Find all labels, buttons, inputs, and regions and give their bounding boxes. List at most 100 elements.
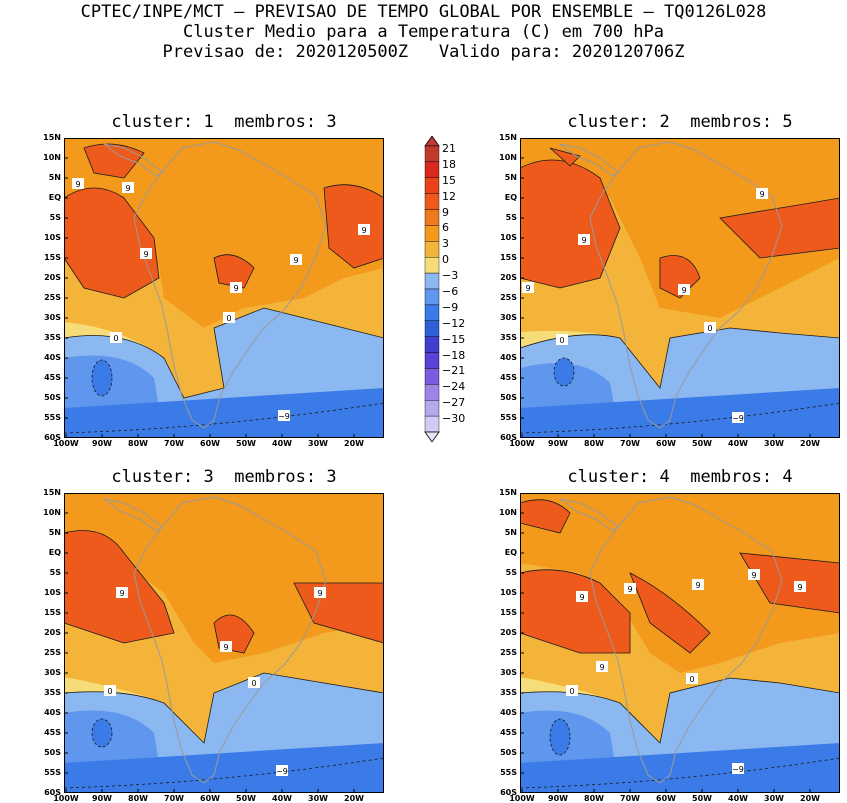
contour-label-bg bbox=[110, 332, 122, 343]
map-panel-3: 9 9 9 0 0 −9 bbox=[64, 493, 384, 793]
contour-label: 9 bbox=[522, 282, 534, 293]
colorbar-swatch bbox=[424, 272, 440, 290]
contour-label: 0 bbox=[248, 677, 260, 688]
contour-label: 9 bbox=[116, 587, 128, 598]
lat-label: 25S bbox=[44, 648, 61, 657]
lat-label: 30S bbox=[500, 313, 517, 322]
lat-label: 35S bbox=[44, 688, 61, 697]
colorbar-tick-label: −24 bbox=[442, 380, 466, 394]
colorbar-swatch bbox=[424, 225, 440, 242]
contour-label: 9 bbox=[748, 569, 760, 580]
lat-label: 15N bbox=[499, 488, 517, 497]
lon-label: 50W bbox=[236, 794, 256, 803]
lat-label: 50S bbox=[44, 748, 61, 757]
contour-label-bg bbox=[72, 178, 84, 189]
coastline-south-america bbox=[133, 496, 327, 784]
contour-label-text: 9 bbox=[599, 663, 604, 672]
lat-label: 50S bbox=[500, 393, 517, 402]
colorbar-swatch bbox=[424, 368, 440, 385]
contour-label-bg bbox=[116, 587, 128, 598]
contour-label: 9 bbox=[358, 224, 370, 235]
map-panel-1: 9 9 9 9 9 9 0 0 −9 bbox=[64, 138, 384, 438]
lat-label: 5S bbox=[49, 568, 61, 577]
field-9to12 bbox=[520, 499, 571, 534]
coastline-central-america bbox=[559, 498, 619, 532]
lat-label: 25S bbox=[44, 293, 61, 302]
lat-label: 20S bbox=[44, 273, 61, 282]
contour-label-text: 9 bbox=[759, 190, 764, 199]
colorbar-tick-label: 18 bbox=[442, 157, 456, 171]
colorbar-tick-label: 21 bbox=[442, 142, 456, 155]
field-neg9to-6 bbox=[64, 743, 384, 793]
coastline-central-america bbox=[103, 498, 163, 532]
contour-label: −9 bbox=[732, 412, 744, 423]
lat-label: 25S bbox=[500, 648, 517, 657]
lat-label: 60S bbox=[500, 433, 517, 442]
contour-label-text: 0 bbox=[569, 687, 574, 696]
contour-label-bg bbox=[794, 581, 806, 592]
lon-label: 70W bbox=[620, 794, 640, 803]
lat-label: 10S bbox=[44, 588, 61, 597]
map-panel-4: 9 9 9 9 9 9 0 0 −9 bbox=[520, 493, 840, 793]
field-neg9to-6 bbox=[520, 743, 840, 793]
lon-label: 50W bbox=[236, 439, 256, 448]
coastline-central-america bbox=[103, 143, 163, 177]
lat-label: EQ bbox=[504, 548, 517, 557]
colorbar-tick-label: −3 bbox=[442, 269, 459, 283]
contour-label-bg bbox=[596, 661, 608, 672]
field-9to12 bbox=[520, 159, 621, 289]
chart-title-line3: Previsao de: 2020120500Z Valido para: 20… bbox=[162, 42, 685, 62]
map-frame bbox=[520, 493, 840, 793]
lon-label: 40W bbox=[728, 794, 748, 803]
field-9to12 bbox=[520, 569, 631, 654]
lon-label: 20W bbox=[344, 794, 364, 803]
contour-label-text: 9 bbox=[581, 236, 586, 245]
lat-label: 15S bbox=[500, 253, 517, 262]
contour-label-text: 9 bbox=[627, 585, 632, 594]
lon-label: 30W bbox=[308, 794, 328, 803]
contour-label-text: 9 bbox=[525, 284, 530, 293]
cold-core bbox=[91, 718, 113, 748]
lat-label: 10N bbox=[43, 153, 61, 162]
colorbar-swatch bbox=[424, 241, 440, 258]
lon-label: 80W bbox=[584, 439, 604, 448]
colorbar-top-arrow bbox=[424, 135, 440, 147]
contour-label-bg bbox=[522, 282, 534, 293]
lon-label: 60W bbox=[656, 794, 676, 803]
lon-label: 100W bbox=[509, 794, 535, 803]
contour-label-text: 9 bbox=[233, 284, 238, 293]
lat-label: 45S bbox=[500, 373, 517, 382]
lon-label: 40W bbox=[272, 439, 292, 448]
lon-label: 70W bbox=[164, 794, 184, 803]
lat-label: 35S bbox=[500, 688, 517, 697]
colorbar-tick-label: 6 bbox=[442, 221, 449, 235]
lat-label: 20S bbox=[500, 628, 517, 637]
contour-label: 9 bbox=[122, 182, 134, 193]
lon-label: 60W bbox=[200, 439, 220, 448]
map-frame bbox=[520, 138, 840, 438]
lon-label: 70W bbox=[164, 439, 184, 448]
colorbar-tick-label: −21 bbox=[442, 364, 466, 378]
contour-label: −9 bbox=[276, 765, 288, 776]
field-9to12 bbox=[719, 197, 840, 259]
lat-label: EQ bbox=[48, 193, 61, 202]
contour-label-bg bbox=[756, 188, 768, 199]
lon-label: 20W bbox=[344, 439, 364, 448]
contour-label: 0 bbox=[686, 673, 698, 684]
contour-label-text: −9 bbox=[732, 765, 744, 774]
lat-label: 15N bbox=[43, 133, 61, 142]
lat-label: 60S bbox=[44, 433, 61, 442]
contour-label-text: 9 bbox=[695, 581, 700, 590]
lat-label: 45S bbox=[500, 728, 517, 737]
lat-label: 50S bbox=[500, 748, 517, 757]
contour-label-bg bbox=[248, 677, 260, 688]
lat-label: 55S bbox=[44, 413, 61, 422]
colorbar-swatch bbox=[424, 193, 440, 210]
lon-label: 20W bbox=[800, 794, 820, 803]
colorbar-swatch bbox=[424, 177, 440, 194]
lat-label: 10N bbox=[499, 153, 517, 162]
contour-label: 9 bbox=[230, 282, 242, 293]
contour-label-text: 0 bbox=[251, 679, 256, 688]
contour-label-text: 9 bbox=[293, 256, 298, 265]
contour-label: 9 bbox=[794, 581, 806, 592]
